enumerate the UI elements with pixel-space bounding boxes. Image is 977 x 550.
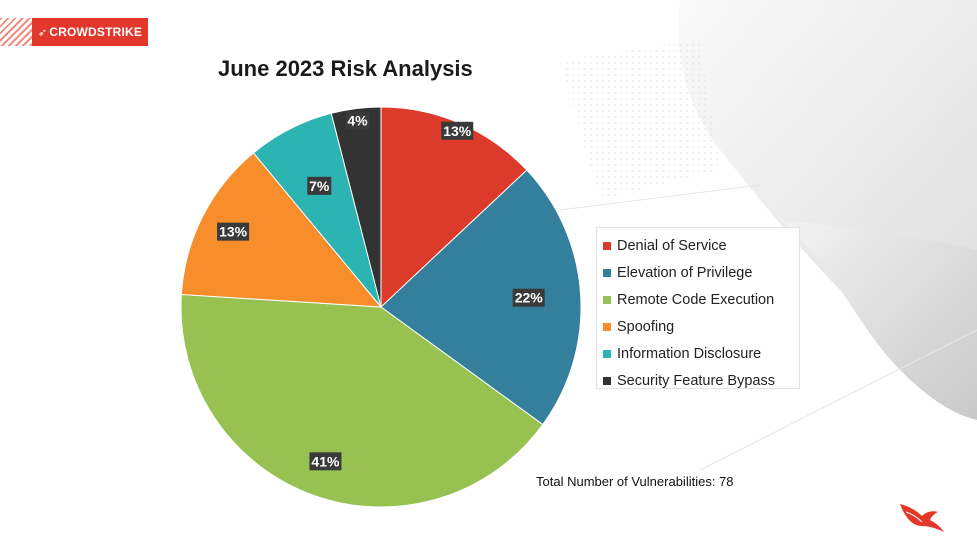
svg-text:41%: 41%: [311, 453, 340, 469]
legend-swatch: [603, 376, 611, 385]
legend-swatch: [603, 322, 611, 331]
legend-item: Security Feature Bypass: [603, 367, 799, 394]
falcon-logo-icon: [900, 504, 944, 532]
legend-swatch: [603, 268, 611, 277]
pie-slice-remote-code-execution: [180, 293, 544, 508]
svg-text:22%: 22%: [515, 290, 544, 306]
data-label: 13%: [441, 121, 474, 140]
legend-swatch: [603, 241, 611, 250]
data-label: 4%: [345, 111, 370, 130]
pie-slice-elevation-of-privilege: [380, 169, 582, 426]
legend-item: Information Disclosure: [603, 340, 799, 367]
data-label: 13%: [217, 222, 250, 241]
legend-swatch: [603, 349, 611, 358]
pie-slice-security-feature-bypass: [330, 106, 382, 308]
legend-item: Spoofing: [603, 313, 799, 340]
svg-text:7%: 7%: [309, 178, 330, 194]
chart-legend: Denial of Service Elevation of Privilege R…: [596, 227, 800, 389]
total-vulnerabilities: Total Number of Vulnerabilities: 78: [536, 474, 734, 489]
falcon-mark-icon: ➶: [37, 26, 48, 39]
svg-text:4%: 4%: [347, 112, 368, 128]
brand-name: CROWDSTRIKE: [49, 25, 143, 39]
legend-item: Denial of Service: [603, 232, 799, 259]
pie-slice-spoofing: [180, 152, 383, 308]
data-label: 22%: [512, 288, 545, 307]
legend-label: Denial of Service: [617, 237, 727, 254]
legend-item: Remote Code Execution: [603, 286, 799, 313]
legend-label: Spoofing: [617, 318, 675, 335]
brand-logo: ➶ CROWDSTRIKE: [32, 18, 148, 46]
legend-swatch: [603, 295, 611, 304]
chart-title: June 2023 Risk Analysis: [218, 56, 473, 81]
legend-item: Elevation of Privilege: [603, 259, 799, 286]
data-label: 7%: [307, 176, 332, 195]
legend-label: Information Disclosure: [617, 345, 762, 362]
svg-text:13%: 13%: [219, 224, 248, 240]
legend-label: Elevation of Privilege: [617, 264, 753, 281]
svg-text:13%: 13%: [443, 123, 472, 139]
data-label: 41%: [309, 452, 342, 471]
legend-label: Security Feature Bypass: [617, 372, 775, 389]
logo-stripes: [0, 18, 34, 46]
legend-label: Remote Code Execution: [617, 291, 775, 308]
